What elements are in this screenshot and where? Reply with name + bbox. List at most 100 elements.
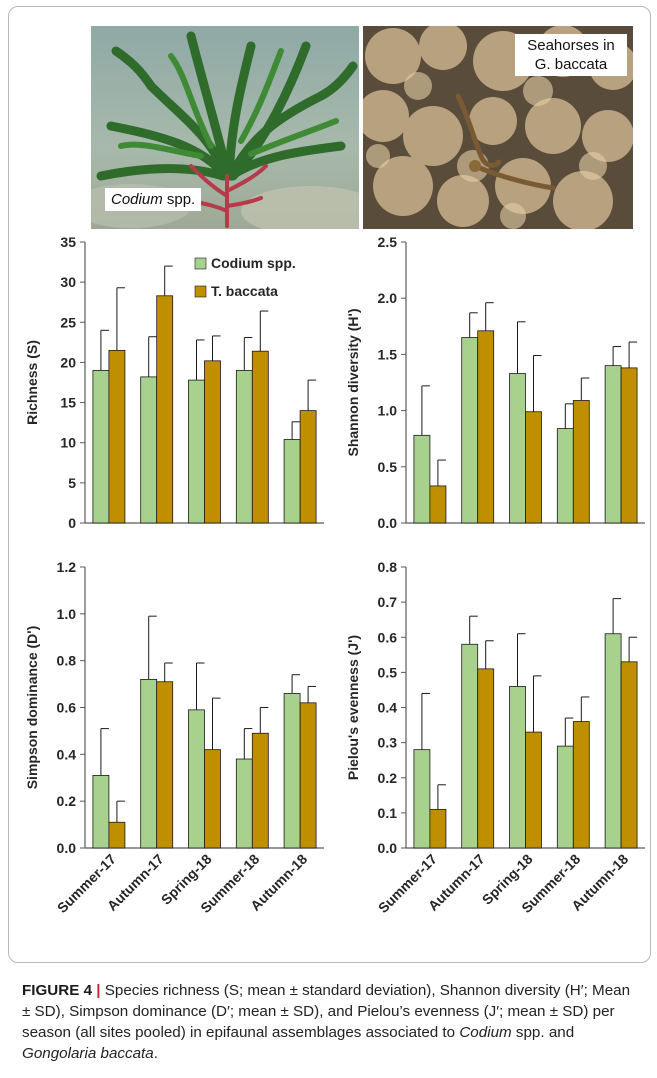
bar-charts-panel: 0 5 10 15 20 25 30 35 Richness (S) Codium spp. T. … <box>24 234 645 916</box>
y-tick-label: 1.0 <box>378 403 398 419</box>
caption-text-part2: spp. and <box>511 1024 575 1041</box>
bar-baccata <box>477 668 495 849</box>
codium-photo-label: Codium spp. <box>105 188 202 211</box>
bar-codium <box>509 373 526 524</box>
chart-2: 0.0 0.5 1.0 1.5 2.0 2.5 Shannon diversity (H') <box>345 234 645 531</box>
bar-baccata <box>204 360 221 524</box>
bar-baccata <box>525 411 542 524</box>
seahorse-photo: Seahorses in G. baccata <box>363 26 633 229</box>
bar-codium <box>92 370 110 524</box>
bar-baccata <box>251 350 269 524</box>
bar-codium <box>188 709 205 849</box>
y-tick-label: 0.7 <box>378 594 398 610</box>
bar-baccata <box>108 821 126 849</box>
y-tick-label: 20 <box>60 354 76 370</box>
y-tick-label: 0.8 <box>57 653 77 669</box>
y-tick-label: 0.4 <box>57 746 77 762</box>
bar-codium <box>235 370 253 524</box>
bar-codium <box>604 365 622 524</box>
bar-codium <box>413 434 431 524</box>
y-tick-label: 2.5 <box>378 234 398 250</box>
y-tick-label: 0.5 <box>378 459 398 475</box>
y-tick-label: 2.0 <box>378 290 398 306</box>
caption-text-part1: Species richness (S; mean ± standard dev… <box>22 982 631 1041</box>
bar-codium <box>235 758 253 849</box>
bar-baccata <box>572 400 590 524</box>
figure-caption: FIGURE 4 | Species richness (S; mean ± s… <box>22 980 637 1064</box>
caption-figure-label: FIGURE 4 <box>22 982 93 999</box>
legend-label: T. baccata <box>211 283 278 299</box>
bar-baccata <box>572 721 590 849</box>
y-tick-label: 0 <box>68 515 76 531</box>
caption-codium: Codium <box>459 1024 512 1041</box>
y-tick-label: 0.5 <box>378 664 398 680</box>
bar-codium <box>604 633 622 849</box>
seahorse-photo-label: Seahorses in G. baccata <box>515 34 627 76</box>
caption-gongolaria: Gongolaria baccata <box>22 1045 154 1062</box>
y-tick-label: 1.2 <box>57 559 77 575</box>
y-tick-label: 1.5 <box>378 346 398 362</box>
y-tick-label: 35 <box>60 234 76 250</box>
bar-codium <box>188 379 205 524</box>
y-tick-label: 0.2 <box>378 770 398 786</box>
bar-baccata <box>204 749 221 849</box>
y-axis-title: Shannon diversity (H') <box>345 308 361 456</box>
bar-codium <box>140 376 158 524</box>
legend-swatch <box>194 257 207 270</box>
y-tick-label: 0.8 <box>378 559 398 575</box>
legend-swatch <box>194 285 207 298</box>
caption-separator: | <box>92 982 105 999</box>
codium-label-suffix: spp. <box>162 191 196 208</box>
chart-4: 0.0 0.1 0.2 0.3 0.4 0.5 0.6 0.7 0.8 Pielou's even… <box>345 559 645 916</box>
bar-codium <box>92 775 110 849</box>
seahorse-photo-illustration <box>363 26 633 229</box>
y-tick-label: 0.1 <box>378 805 398 821</box>
y-tick-label: 0.3 <box>378 735 398 751</box>
y-tick-label: 5 <box>68 475 76 491</box>
bar-codium <box>461 337 479 524</box>
legend-label: Codium spp. <box>211 255 296 271</box>
y-tick-label: 0.0 <box>57 840 77 856</box>
codium-photo: Codium spp. <box>91 26 359 229</box>
y-axis-title: Simpson dominance (D') <box>24 626 40 790</box>
bar-codium <box>283 693 301 849</box>
caption-text-part3: . <box>153 1045 158 1062</box>
bar-codium <box>461 643 479 849</box>
bar-baccata <box>477 330 495 524</box>
bar-codium <box>283 439 301 524</box>
bar-codium <box>509 686 526 849</box>
y-axis-title: Pielou's evenness (J') <box>345 635 361 780</box>
bar-baccata <box>620 661 638 849</box>
bar-codium <box>413 749 431 849</box>
bar-baccata <box>429 808 447 849</box>
bar-baccata <box>299 410 317 524</box>
y-tick-label: 1.0 <box>57 606 77 622</box>
bar-baccata <box>156 681 174 849</box>
bar-baccata <box>299 702 317 849</box>
y-tick-label: 0.2 <box>57 793 77 809</box>
y-tick-label: 0.6 <box>378 629 398 645</box>
chart-1: 0 5 10 15 20 25 30 35 Richness (S) Codium spp. T. … <box>24 234 324 531</box>
seahorse-label-line2: G. baccata <box>534 56 608 73</box>
bar-baccata <box>108 349 126 524</box>
y-tick-label: 0.6 <box>57 700 77 716</box>
y-axis-title: Richness (S) <box>24 340 40 425</box>
bar-codium <box>556 745 574 849</box>
seahorse-label-line1: Seahorses in <box>527 37 615 54</box>
y-tick-label: 15 <box>60 395 76 411</box>
y-tick-label: 0.4 <box>378 700 398 716</box>
y-tick-label: 25 <box>60 314 76 330</box>
bar-codium <box>140 679 158 849</box>
y-tick-label: 0.0 <box>378 515 398 531</box>
bar-baccata <box>429 485 447 524</box>
codium-label-italic: Codium <box>111 191 163 208</box>
y-tick-label: 30 <box>60 274 76 290</box>
chart-3: 0.0 0.2 0.4 0.6 0.8 1.0 1.2 Simpson dominance (… <box>24 559 324 916</box>
bar-baccata <box>620 367 638 524</box>
bar-baccata <box>156 295 174 524</box>
bar-codium <box>556 428 574 524</box>
y-tick-label: 10 <box>60 435 76 451</box>
bar-baccata <box>251 732 269 849</box>
y-tick-label: 0.0 <box>378 840 398 856</box>
bar-baccata <box>525 731 542 849</box>
